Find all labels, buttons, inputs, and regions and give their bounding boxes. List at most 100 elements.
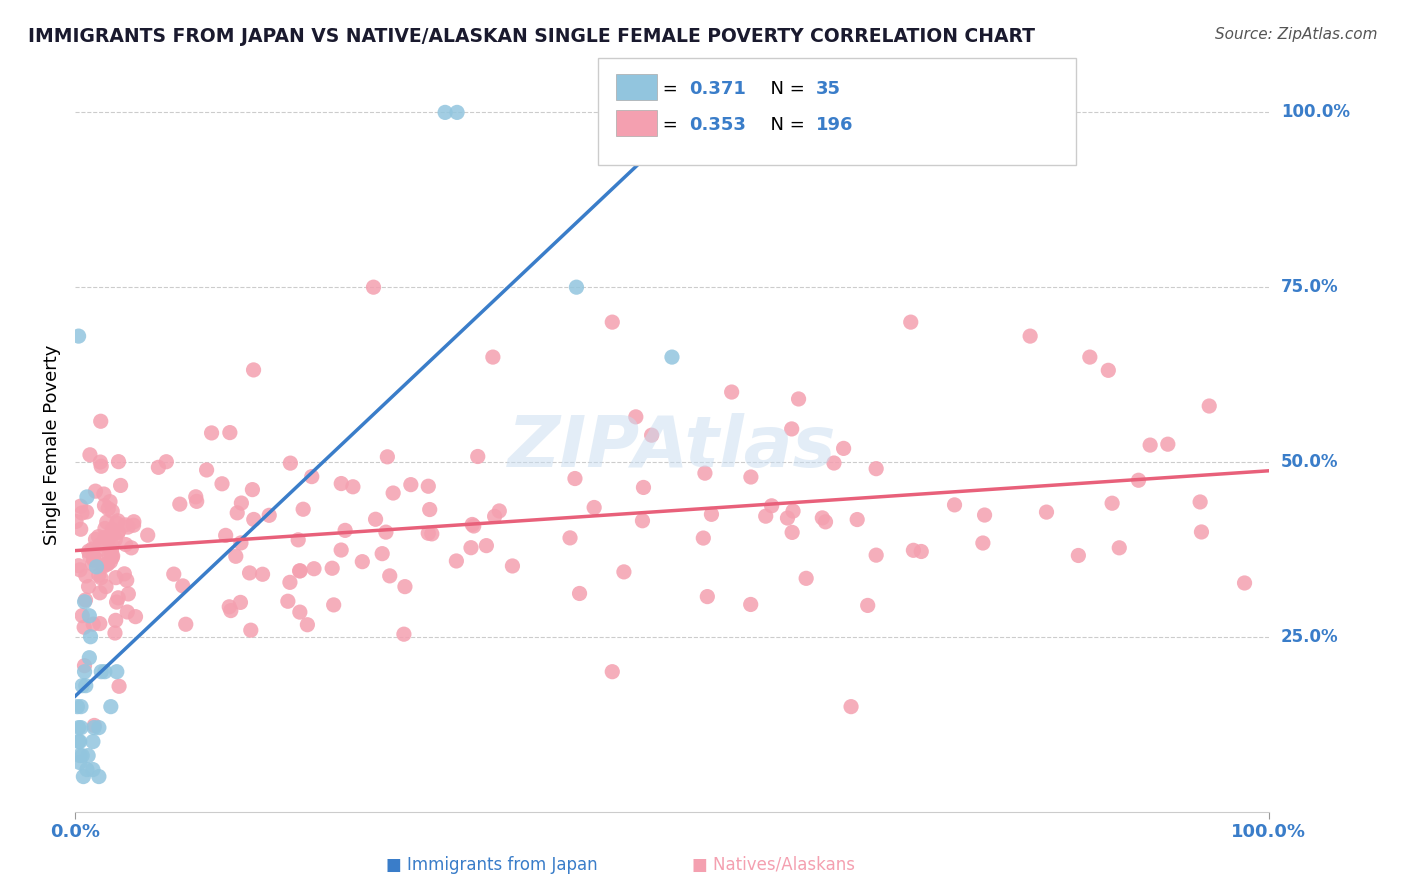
Natives/Alaskans bbox=[700, 508, 723, 522]
Natives/Alaskans bbox=[900, 315, 922, 329]
Immigrants from Japan bbox=[67, 721, 90, 735]
Natives/Alaskans bbox=[100, 550, 122, 565]
Natives/Alaskans bbox=[86, 552, 108, 566]
Natives/Alaskans bbox=[780, 422, 803, 436]
Immigrants from Japan bbox=[73, 595, 96, 609]
Natives/Alaskans bbox=[846, 512, 869, 526]
Natives/Alaskans bbox=[1191, 524, 1213, 539]
Natives/Alaskans bbox=[583, 500, 606, 515]
Natives/Alaskans bbox=[392, 627, 415, 641]
Natives/Alaskans bbox=[70, 506, 93, 520]
Natives/Alaskans bbox=[277, 594, 299, 608]
Immigrants from Japan bbox=[76, 490, 98, 504]
Natives/Alaskans bbox=[322, 598, 344, 612]
Natives/Alaskans bbox=[1128, 473, 1150, 487]
Natives/Alaskans bbox=[1157, 437, 1180, 451]
Natives/Alaskans bbox=[108, 679, 131, 693]
Natives/Alaskans bbox=[124, 609, 146, 624]
Natives/Alaskans bbox=[225, 549, 247, 564]
Text: ■ Natives/Alaskans: ■ Natives/Alaskans bbox=[692, 856, 855, 874]
Natives/Alaskans bbox=[633, 480, 655, 494]
Immigrants from Japan bbox=[94, 665, 117, 679]
Natives/Alaskans bbox=[89, 586, 111, 600]
Natives/Alaskans bbox=[301, 469, 323, 483]
Natives/Alaskans bbox=[475, 539, 498, 553]
Natives/Alaskans bbox=[755, 509, 778, 524]
Immigrants from Japan bbox=[105, 665, 128, 679]
Natives/Alaskans bbox=[114, 537, 136, 551]
Natives/Alaskans bbox=[399, 477, 422, 491]
Natives/Alaskans bbox=[136, 528, 159, 542]
Natives/Alaskans bbox=[342, 480, 364, 494]
Natives/Alaskans bbox=[280, 456, 302, 470]
Natives/Alaskans bbox=[107, 455, 129, 469]
Immigrants from Japan bbox=[661, 350, 683, 364]
Natives/Alaskans bbox=[613, 565, 636, 579]
Natives/Alaskans bbox=[104, 571, 127, 585]
Natives/Alaskans bbox=[117, 520, 139, 534]
Natives/Alaskans bbox=[83, 553, 105, 567]
Immigrants from Japan bbox=[67, 329, 90, 343]
Natives/Alaskans bbox=[631, 514, 654, 528]
Natives/Alaskans bbox=[155, 455, 177, 469]
Natives/Alaskans bbox=[1189, 495, 1212, 509]
Natives/Alaskans bbox=[186, 494, 208, 508]
Immigrants from Japan bbox=[86, 559, 108, 574]
Natives/Alaskans bbox=[1019, 329, 1042, 343]
Natives/Alaskans bbox=[169, 497, 191, 511]
Text: ■ Immigrants from Japan: ■ Immigrants from Japan bbox=[387, 856, 598, 874]
Text: Source: ZipAtlas.com: Source: ZipAtlas.com bbox=[1215, 27, 1378, 42]
Immigrants from Japan bbox=[446, 105, 468, 120]
Natives/Alaskans bbox=[218, 599, 240, 614]
Immigrants from Japan bbox=[69, 734, 91, 748]
Natives/Alaskans bbox=[446, 554, 468, 568]
Natives/Alaskans bbox=[720, 385, 742, 400]
Text: N =: N = bbox=[759, 80, 811, 98]
Natives/Alaskans bbox=[75, 593, 97, 607]
Natives/Alaskans bbox=[148, 460, 170, 475]
Natives/Alaskans bbox=[239, 566, 262, 580]
Natives/Alaskans bbox=[77, 544, 100, 558]
Natives/Alaskans bbox=[794, 571, 817, 585]
Natives/Alaskans bbox=[382, 486, 405, 500]
Natives/Alaskans bbox=[692, 531, 714, 545]
Natives/Alaskans bbox=[972, 536, 994, 550]
Immigrants from Japan bbox=[82, 734, 104, 748]
Natives/Alaskans bbox=[101, 526, 124, 541]
Natives/Alaskans bbox=[69, 499, 91, 513]
Immigrants from Japan bbox=[79, 630, 101, 644]
Natives/Alaskans bbox=[100, 543, 122, 558]
Natives/Alaskans bbox=[89, 538, 111, 552]
Immigrants from Japan bbox=[87, 770, 110, 784]
Natives/Alaskans bbox=[330, 543, 353, 558]
Natives/Alaskans bbox=[107, 525, 129, 540]
Natives/Alaskans bbox=[333, 524, 356, 538]
Natives/Alaskans bbox=[82, 557, 104, 571]
Natives/Alaskans bbox=[239, 623, 262, 637]
Immigrants from Japan bbox=[434, 105, 457, 120]
Natives/Alaskans bbox=[114, 517, 136, 532]
Natives/Alaskans bbox=[97, 501, 120, 516]
Natives/Alaskans bbox=[693, 466, 716, 480]
Natives/Alaskans bbox=[84, 533, 107, 547]
Immigrants from Japan bbox=[70, 721, 93, 735]
Natives/Alaskans bbox=[568, 586, 591, 600]
Natives/Alaskans bbox=[640, 428, 662, 442]
Natives/Alaskans bbox=[371, 547, 394, 561]
Natives/Alaskans bbox=[288, 564, 311, 578]
Natives/Alaskans bbox=[101, 523, 124, 537]
Immigrants from Japan bbox=[83, 721, 105, 735]
Natives/Alaskans bbox=[77, 579, 100, 593]
Natives/Alaskans bbox=[90, 571, 112, 585]
Natives/Alaskans bbox=[69, 563, 91, 577]
Natives/Alaskans bbox=[89, 542, 111, 557]
Natives/Alaskans bbox=[231, 496, 253, 510]
Immigrants from Japan bbox=[79, 608, 101, 623]
Natives/Alaskans bbox=[839, 699, 862, 714]
Natives/Alaskans bbox=[461, 517, 484, 532]
Natives/Alaskans bbox=[83, 549, 105, 564]
Immigrants from Japan bbox=[69, 756, 91, 770]
Natives/Alaskans bbox=[97, 533, 120, 547]
Natives/Alaskans bbox=[488, 504, 510, 518]
Natives/Alaskans bbox=[463, 519, 485, 533]
